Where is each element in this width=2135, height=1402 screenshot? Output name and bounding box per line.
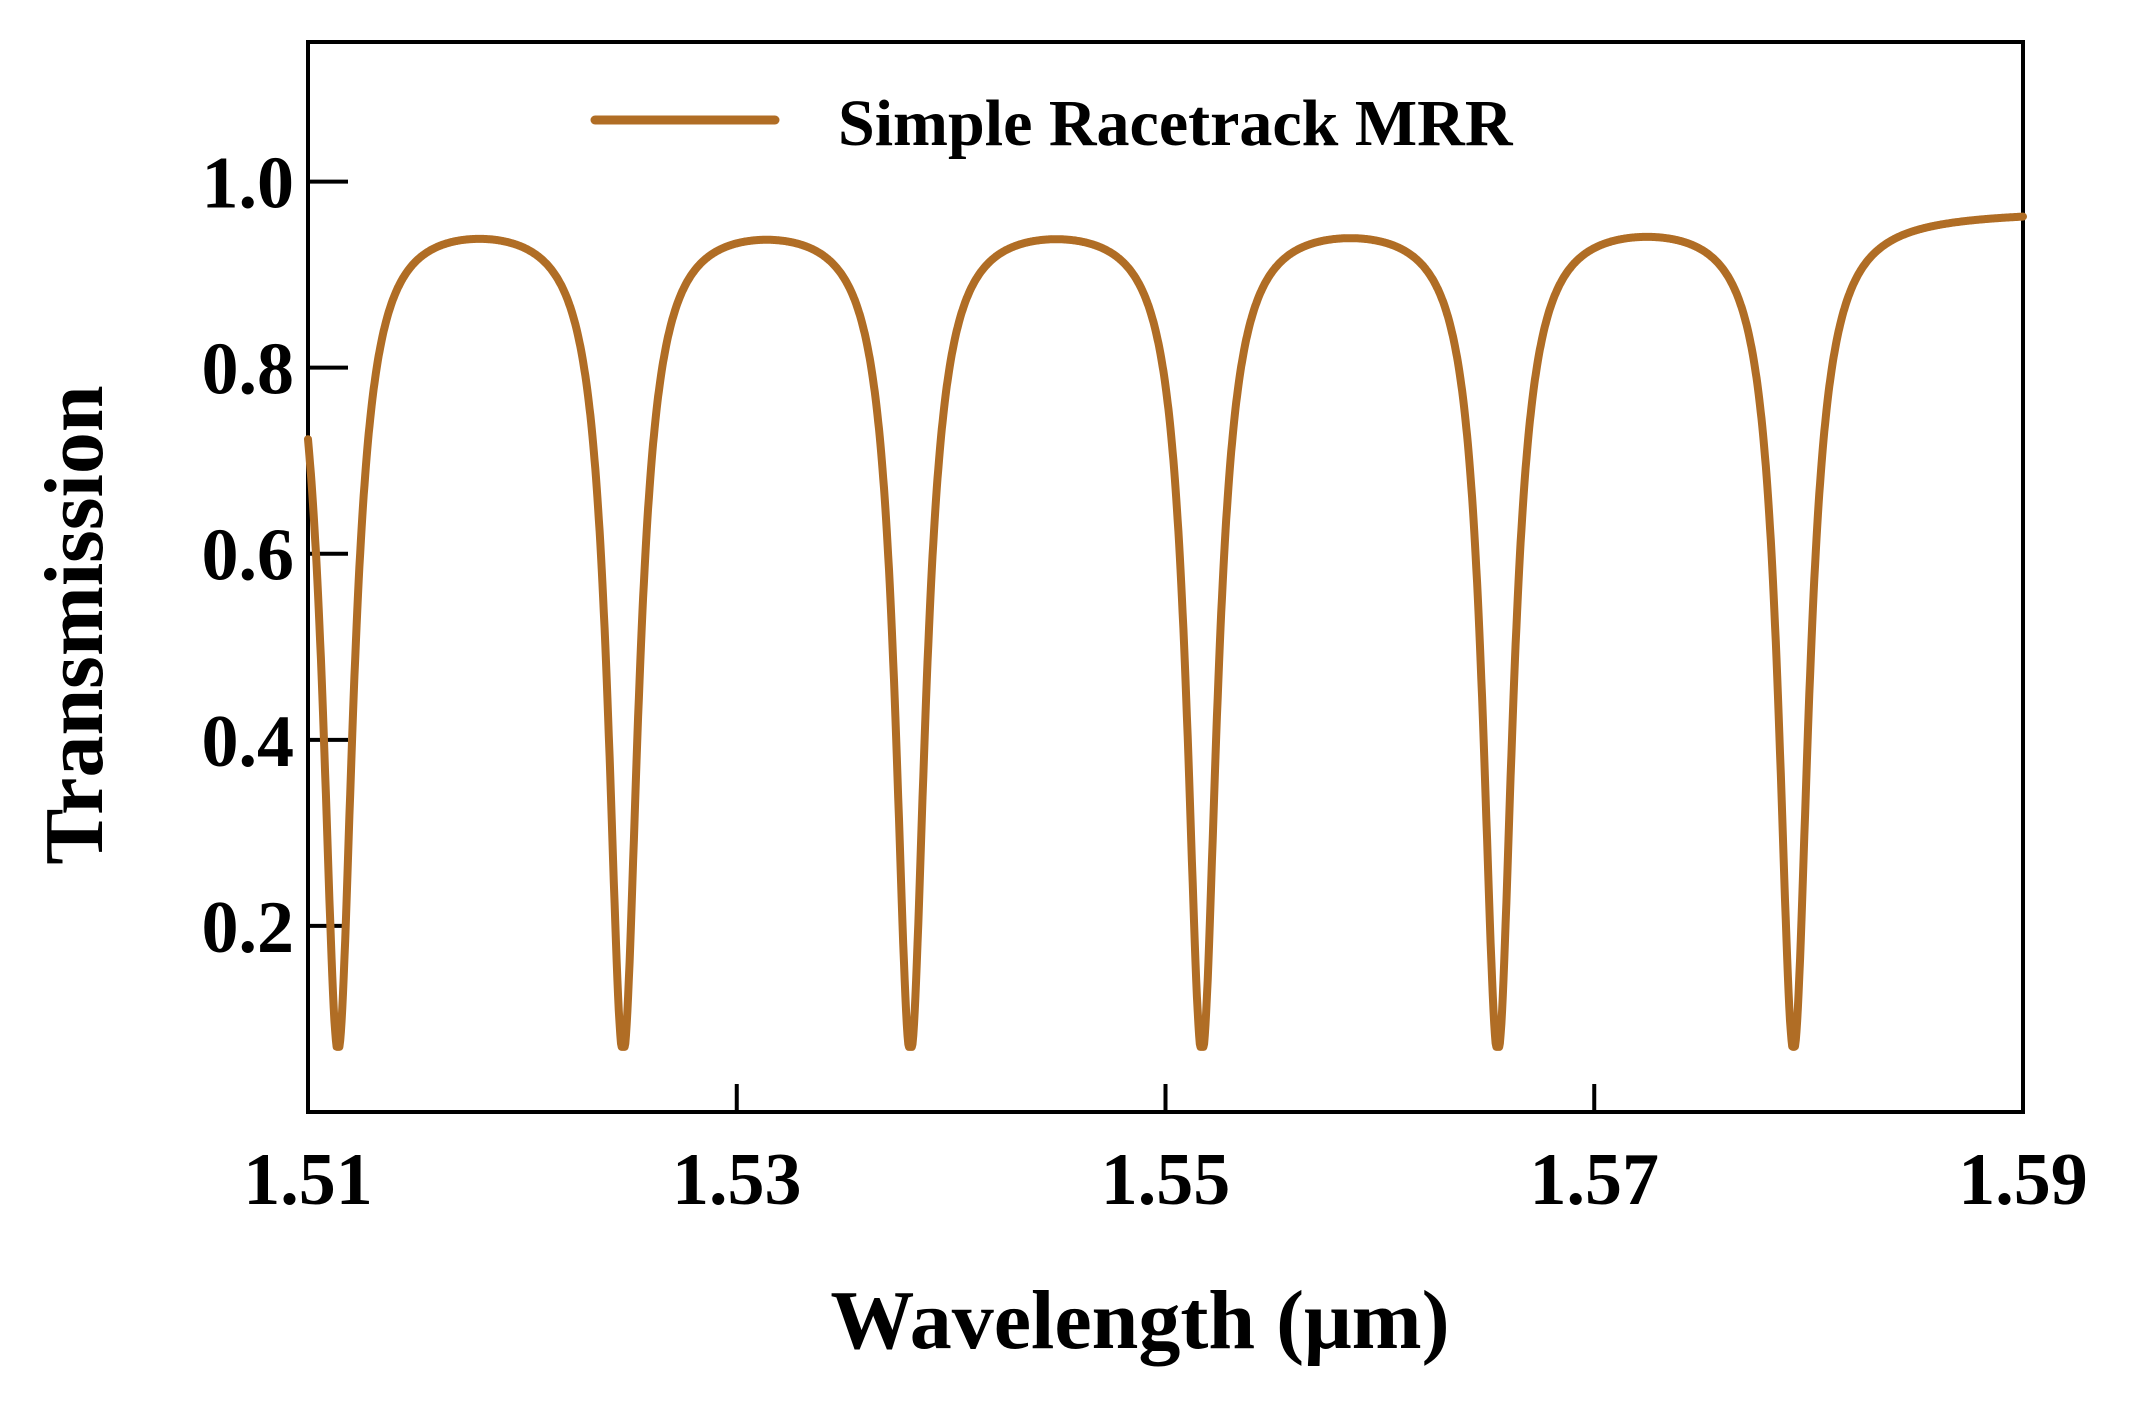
x-tick-label: 1.57 (1530, 1139, 1660, 1221)
y-axis-title: Transmission (28, 385, 121, 864)
x-tick-label: 1.59 (1958, 1139, 2088, 1221)
y-tick-label: 0.2 (202, 887, 295, 969)
y-axis-ticks: 0.2 0.4 0.6 0.8 1.0 (202, 143, 348, 969)
y-tick-label: 0.8 (202, 329, 295, 411)
x-axis-ticks: 1.51 1.53 1.55 1.57 1.59 (243, 1084, 2088, 1221)
y-tick-label: 0.6 (202, 515, 295, 597)
y-tick-label: 1.0 (202, 143, 295, 225)
legend: Simple Racetrack MRR (590, 87, 1514, 160)
legend-label: Simple Racetrack MRR (838, 87, 1514, 160)
x-tick-label: 1.55 (1101, 1139, 1231, 1221)
y-tick-label: 0.4 (202, 701, 295, 783)
x-tick-label: 1.51 (243, 1139, 373, 1221)
plot-frame (306, 40, 2025, 1114)
series-line-simple-racetrack-mrr (304, 212, 2027, 1051)
x-axis-title: Wavelength (μm) (830, 1274, 1449, 1367)
x-tick-label: 1.53 (672, 1139, 802, 1221)
